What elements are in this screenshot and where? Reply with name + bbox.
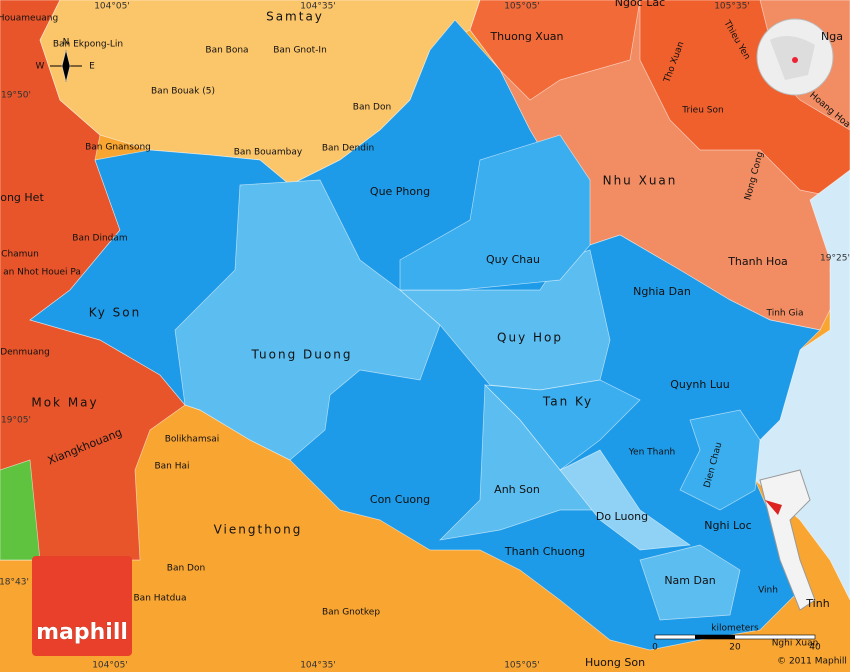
place-label: Tan Ky: [542, 395, 593, 409]
district-tuong-duong: [174, 179, 441, 461]
place-label: Nhu Xuan: [603, 174, 678, 188]
coordinate-label: 104°35': [300, 2, 336, 12]
coordinate-label: 104°05': [92, 661, 128, 671]
district-quy-hop: [399, 249, 611, 391]
locator-globe: [756, 18, 834, 96]
coordinate-label: 18°43': [0, 578, 29, 588]
coordinate-label: 104°35': [300, 661, 336, 671]
place-label: an Nhot Houei Pa: [3, 268, 81, 278]
place-label: Quy Chau: [486, 253, 540, 266]
place-label: Houameuang: [0, 14, 58, 24]
place-label: Ngoc Lac: [615, 0, 665, 9]
place-label: Ban Dendin: [322, 144, 374, 154]
district-do-luong: [559, 449, 691, 551]
place-label: Denmuang: [0, 348, 50, 358]
place-label: Nghia Dan: [633, 285, 691, 298]
place-label: Thanh Hoa: [727, 255, 788, 268]
logo: maphill: [36, 620, 128, 645]
place-label: Quy Hop: [497, 331, 563, 345]
compass-label: W: [36, 62, 45, 72]
place-label: Bolikhamsai: [165, 435, 220, 445]
coordinate-label: 19°05': [1, 416, 31, 426]
place-label: Ban Gnansong: [85, 143, 151, 153]
place-label: Tinh: [805, 597, 829, 610]
copyright: © 2011 Maphill: [777, 657, 847, 667]
place-label: Tuong Duong: [251, 348, 353, 362]
coordinate-label: 105°05': [504, 661, 540, 671]
place-label: Thanh Chuong: [504, 545, 585, 558]
place-label: Mok May: [31, 396, 98, 410]
place-label: Viengthong: [214, 523, 303, 537]
place-label: Ban Hatdua: [134, 594, 187, 604]
coordinate-label: 105°05': [504, 2, 540, 12]
place-label: Do Luong: [596, 510, 648, 523]
place-label: ong Het: [0, 191, 44, 204]
compass-label: N: [63, 38, 70, 48]
place-label: Chamun: [1, 250, 39, 260]
scale-tick: 0: [652, 643, 658, 653]
coordinate-label: 19°25': [820, 254, 850, 264]
region-thuong-xuan: [469, 0, 641, 101]
compass: [50, 49, 82, 83]
place-label: Quynh Luu: [670, 378, 729, 391]
place-label: Ban Dindam: [72, 234, 127, 244]
place-label: Ban Ekpong-Lin: [53, 40, 123, 50]
place-label: Tinh Gia: [766, 309, 804, 319]
place-label: Ban Hai: [154, 462, 189, 472]
place-label: Ban Don: [353, 103, 391, 113]
scale-unit: kilometers: [711, 624, 759, 634]
place-label: Ban Bouak (5): [151, 87, 215, 97]
coordinate-label: 105°35': [714, 2, 750, 12]
place-label: Nga: [821, 30, 843, 43]
place-label: Ban Gnot-In: [273, 46, 327, 56]
place-label: Yen Thanh: [628, 448, 676, 458]
place-label: Nam Dan: [664, 574, 715, 587]
place-label: Ban Gnotkep: [322, 608, 380, 618]
logo-box: [32, 556, 132, 656]
district-nam-dan: [639, 544, 741, 621]
place-label: Huong Son: [585, 656, 645, 669]
place-label: Samtay: [266, 10, 324, 24]
inset-map: [759, 469, 816, 611]
place-label: Ky Son: [89, 306, 141, 320]
place-label: Thuong Xuan: [489, 30, 563, 43]
place-label: Ban Don: [167, 564, 205, 574]
district-dien-chau: [679, 409, 761, 511]
coordinate-label: 104°05': [94, 2, 130, 12]
place-label: Con Cuong: [370, 493, 430, 506]
district-quy-chau: [399, 134, 591, 291]
place-label: Trieu Son: [681, 106, 723, 116]
coordinate-label: 19°50': [1, 91, 31, 101]
compass-label: E: [89, 62, 95, 72]
place-label: Ban Bouambay: [234, 148, 303, 158]
place-label: Anh Son: [494, 483, 540, 496]
scale-tick: 20: [729, 643, 741, 653]
scale-tick: 40: [809, 643, 821, 653]
place-label: Que Phong: [370, 185, 430, 198]
place-label: Vinh: [758, 586, 778, 596]
place-label: Nghi Loc: [704, 519, 751, 532]
place-label: Nghi Xuan: [772, 639, 819, 649]
place-label: Ban Bona: [205, 46, 248, 56]
scale-bar: [654, 634, 816, 640]
